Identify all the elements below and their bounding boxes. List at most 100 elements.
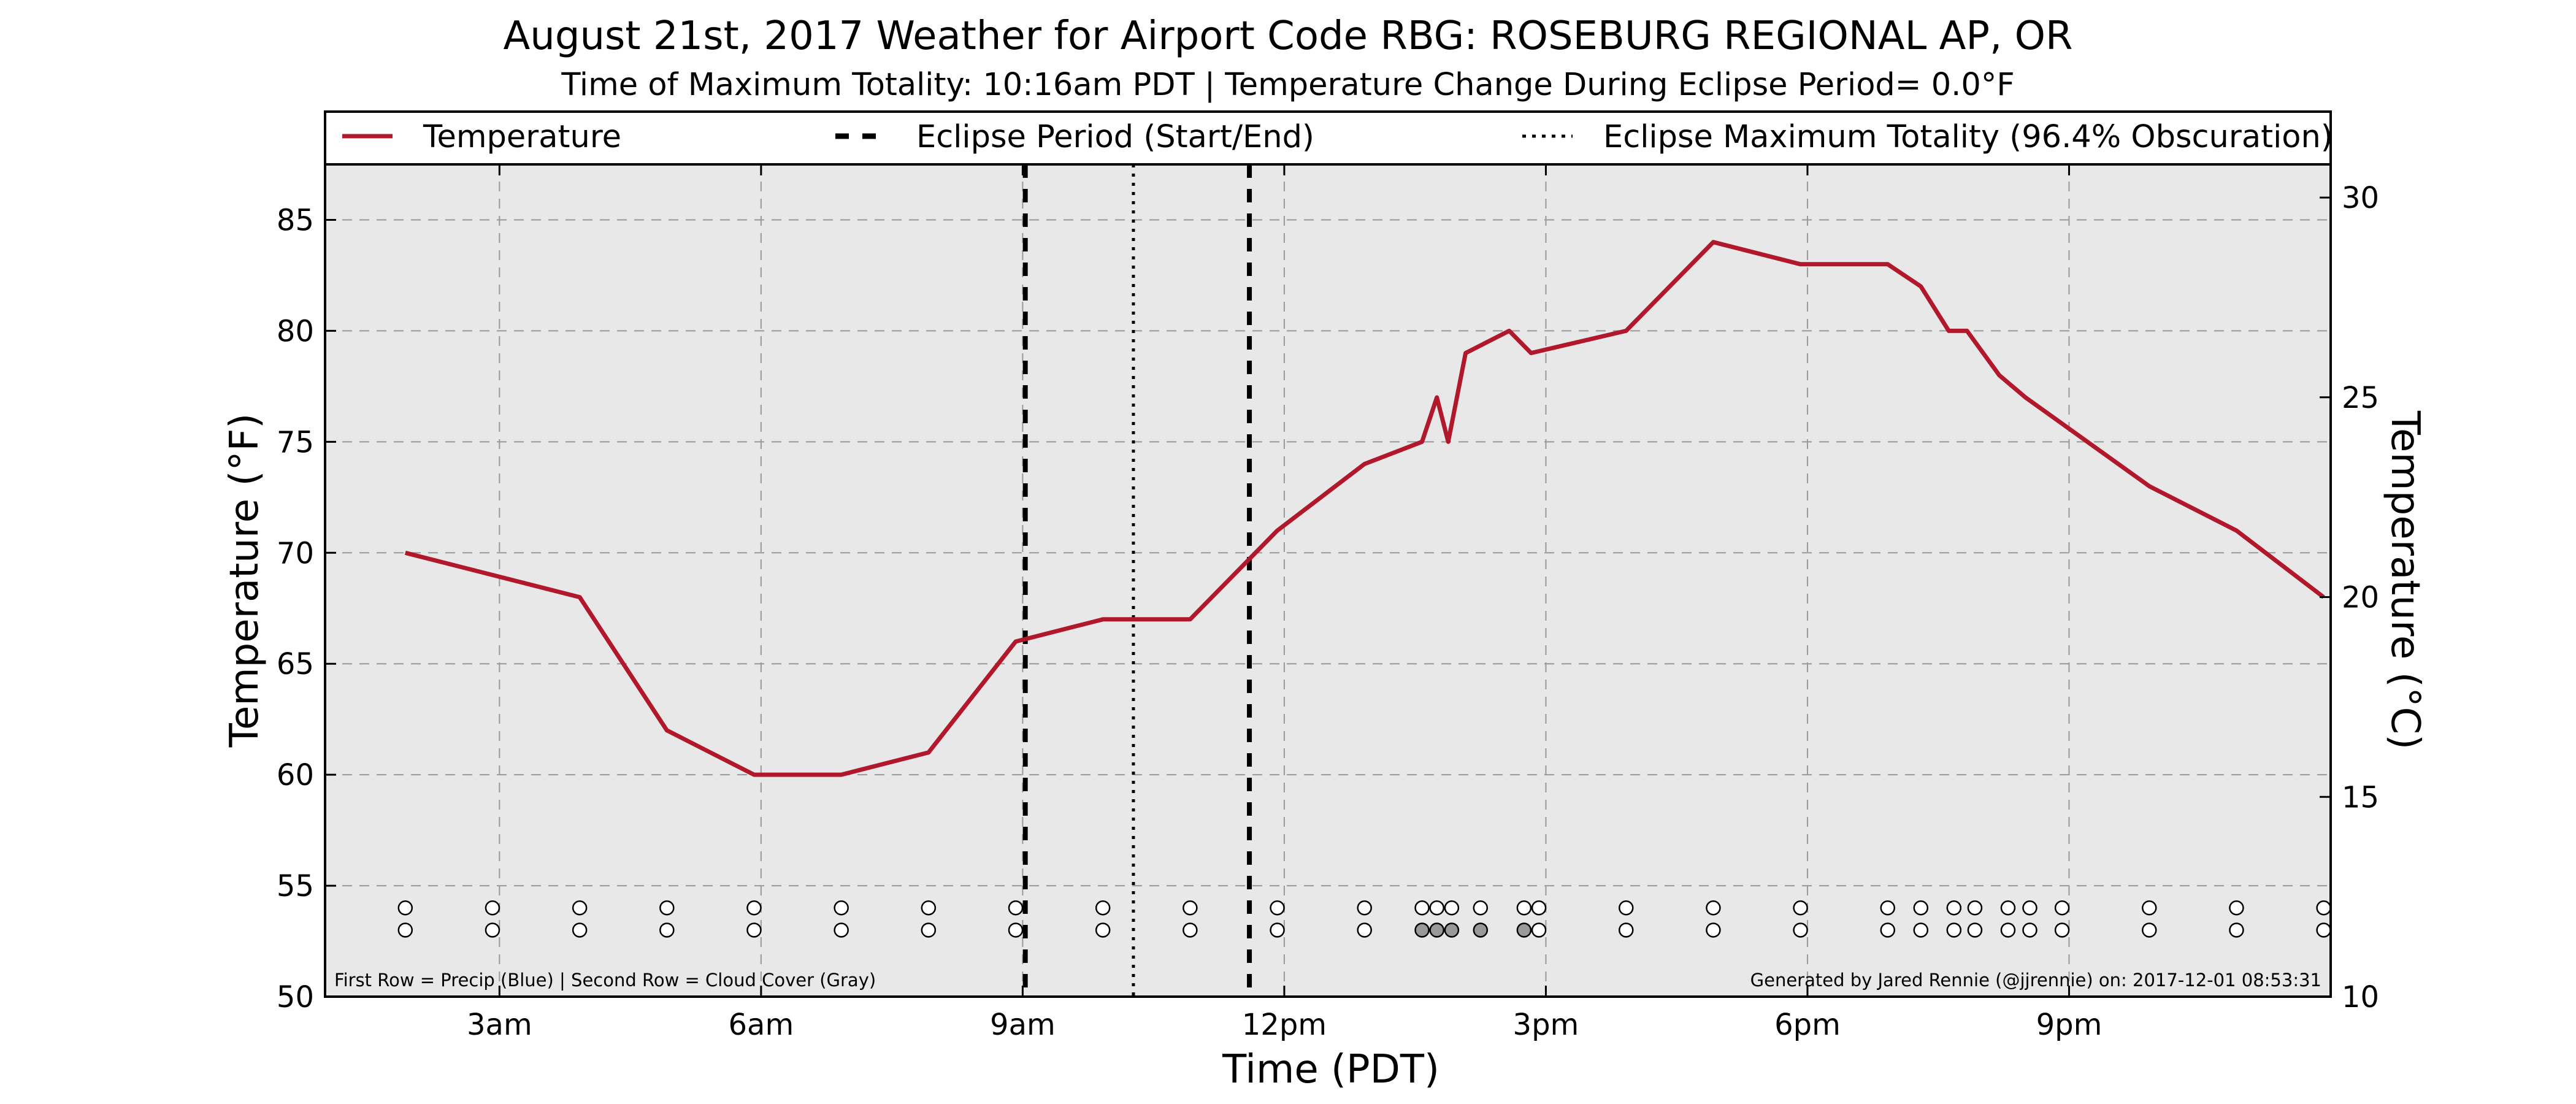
y-axis-right-ticks: 10 15 20 25 30	[2320, 181, 2379, 1014]
cloud-cover-marker	[2000, 922, 2016, 938]
precip-marker	[2000, 900, 2016, 916]
precip-marker	[1270, 900, 1285, 916]
chart-title: August 21st, 2017 Weather for Airport Co…	[504, 13, 2073, 59]
x-tick-label: 9am	[990, 1008, 1056, 1042]
cloud-cover-marker	[1473, 922, 1489, 938]
precip-marker	[659, 900, 675, 916]
cloud-cover-marker	[1008, 922, 1024, 938]
x-tick-label: 12pm	[1242, 1008, 1327, 1042]
cloud-cover-marker	[572, 922, 588, 938]
y-tick-label: 65	[277, 647, 314, 681]
chart-subtitle: Time of Maximum Totality: 10:16am PDT | …	[561, 67, 2014, 103]
cloud-cover-marker	[1793, 922, 1808, 938]
cloud-cover-marker	[1880, 922, 1896, 938]
cloud-cover-marker	[1913, 922, 1929, 938]
grid-lines	[325, 164, 2331, 997]
cloud-cover-marker	[2054, 922, 2070, 938]
precip-marker	[1473, 900, 1489, 916]
cloud-cover-marker	[397, 922, 413, 938]
precip-marker	[572, 900, 588, 916]
precip-marker	[1880, 900, 1896, 916]
precip-marker	[1444, 900, 1460, 916]
y-right-tick-label: 25	[2342, 381, 2379, 415]
y-right-tick-label: 15	[2342, 780, 2379, 815]
footnote-left: First Row = Precip (Blue) | Second Row =…	[334, 970, 876, 991]
precip-marker	[2054, 900, 2070, 916]
y-axis-label: Temperature (°F)	[222, 413, 267, 748]
cloud-cover-marker	[659, 922, 675, 938]
precip-marker	[1706, 900, 1721, 916]
cloud-cover-marker	[2142, 922, 2157, 938]
cloud-cover-marker	[1706, 922, 1721, 938]
cloud-cover-marker	[921, 922, 937, 938]
x-tick-label: 9pm	[2036, 1008, 2103, 1042]
precip-marker	[2229, 900, 2244, 916]
y-tick-label: 70	[277, 536, 314, 570]
y-tick-label: 75	[277, 425, 314, 459]
precip-marker	[1429, 900, 1444, 916]
precip-marker	[1531, 900, 1547, 916]
x-tick-label: 3am	[467, 1008, 532, 1042]
x-axis-label: Time (PDT)	[1222, 1047, 1439, 1092]
precip-marker	[1183, 900, 1198, 916]
cloud-cover-marker	[1444, 922, 1460, 938]
precip-marker	[2142, 900, 2157, 916]
cloud-cover-marker	[1357, 922, 1372, 938]
precip-marker	[1946, 900, 1962, 916]
precip-marker	[1414, 900, 1430, 916]
x-tick-label: 6pm	[1774, 1008, 1841, 1042]
cloud-cover-marker	[1946, 922, 1962, 938]
y-right-tick-label: 30	[2342, 181, 2379, 215]
cloud-cover-marker	[746, 922, 762, 938]
cloud-cover-marker	[1429, 922, 1444, 938]
cloud-cover-marker	[1531, 922, 1547, 938]
cloud-cover-marker	[2022, 922, 2037, 938]
precip-marker	[397, 900, 413, 916]
precip-marker	[921, 900, 937, 916]
legend-eclipse-max-label: Eclipse Maximum Totality (96.4% Obscurat…	[1603, 119, 2333, 155]
y-tick-label: 55	[277, 869, 314, 903]
legend-box	[324, 110, 2332, 166]
y-tick-label: 80	[277, 314, 314, 348]
y-tick-label: 50	[277, 980, 314, 1014]
eclipse-markers	[1022, 164, 1252, 997]
legend-eclipse-period-label: Eclipse Period (Start/End)	[916, 119, 1314, 155]
precip-marker	[834, 900, 849, 916]
footnote-right: Generated by Jared Rennie (@jjrennie) on…	[1750, 970, 2321, 991]
precip-marker	[2022, 900, 2037, 916]
plot-frame	[324, 163, 2332, 998]
cloud-cover-marker	[1516, 922, 1532, 938]
cloud-cover-marker	[1414, 922, 1430, 938]
precip-marker	[1008, 900, 1024, 916]
precip-marker	[485, 900, 500, 916]
precip-marker	[1967, 900, 1983, 916]
observation-markers	[397, 900, 2331, 938]
cloud-cover-marker	[2316, 922, 2331, 938]
x-tick-label: 3pm	[1513, 1008, 1579, 1042]
precip-marker	[1793, 900, 1808, 916]
cloud-cover-marker	[2229, 922, 2244, 938]
precip-marker	[1913, 900, 1929, 916]
cloud-cover-marker	[1270, 922, 1285, 938]
precip-marker	[1357, 900, 1372, 916]
cloud-cover-marker	[1183, 922, 1198, 938]
y-tick-label: 85	[277, 203, 314, 237]
precip-marker	[2316, 900, 2331, 916]
cloud-cover-marker	[485, 922, 500, 938]
y-tick-label: 60	[277, 758, 314, 792]
y-axis-ticks: 50 55 60 65 70 75 80 85	[277, 203, 336, 1014]
y-right-tick-label: 20	[2342, 581, 2379, 615]
x-axis-ticks: 3am 6am 9am 12pm 3pm 6pm 9pm	[467, 164, 2102, 1042]
cloud-cover-marker	[1967, 922, 1983, 938]
legend-temperature-label: Temperature	[423, 119, 621, 155]
precip-marker	[1095, 900, 1111, 916]
precip-marker	[1516, 900, 1532, 916]
y-axis-right-label: Temperature (°C)	[2382, 410, 2428, 749]
series-layer	[404, 240, 2325, 777]
cloud-cover-marker	[1095, 922, 1111, 938]
cloud-cover-marker	[1618, 922, 1634, 938]
temperature-series-line	[404, 240, 2325, 777]
precip-marker	[746, 900, 762, 916]
x-tick-label: 6am	[729, 1008, 794, 1042]
